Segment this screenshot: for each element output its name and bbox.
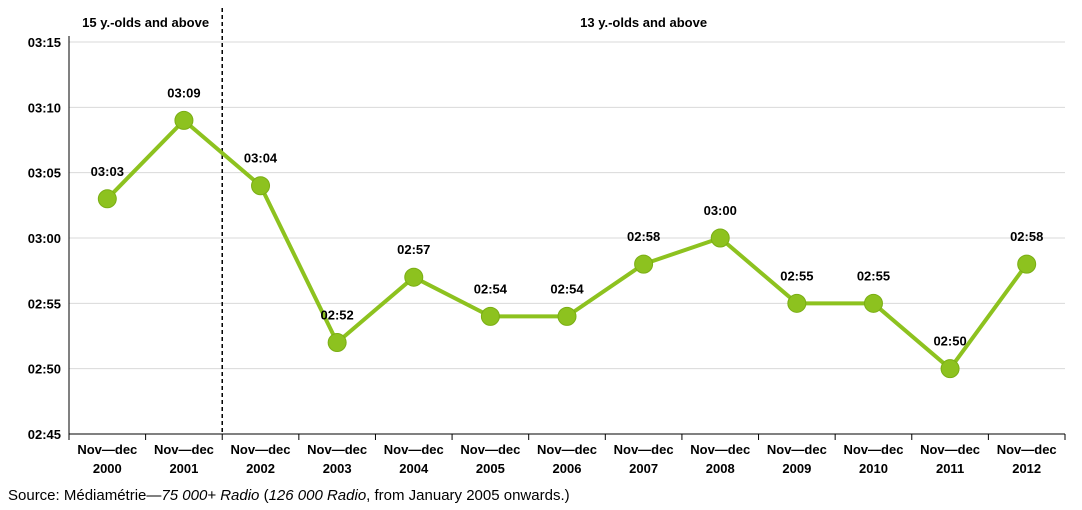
y-tick-label: 02:45 bbox=[28, 427, 61, 442]
segment-label: 13 y.-olds and above bbox=[580, 15, 707, 30]
x-tick-label: Nov—dec bbox=[614, 442, 674, 457]
data-label: 02:58 bbox=[627, 229, 660, 244]
x-tick-label: 2000 bbox=[93, 461, 122, 476]
source-italic-2: 126 000 Radio bbox=[268, 487, 367, 504]
data-label: 03:04 bbox=[244, 151, 278, 166]
x-tick-label: 2002 bbox=[246, 461, 275, 476]
x-tick-label: 2011 bbox=[936, 461, 964, 476]
data-point bbox=[634, 254, 654, 274]
data-point bbox=[787, 293, 807, 313]
x-tick-label: Nov—dec bbox=[231, 442, 291, 457]
data-point bbox=[480, 306, 500, 326]
data-label: 02:54 bbox=[474, 281, 508, 296]
data-point bbox=[710, 228, 730, 248]
data-label: 02:52 bbox=[321, 308, 354, 323]
data-label: 03:00 bbox=[704, 203, 737, 218]
source-note: Source: Médiamétrie—75 000+ Radio (126 0… bbox=[8, 487, 570, 504]
data-label: 03:03 bbox=[91, 164, 124, 179]
data-point bbox=[251, 176, 271, 196]
data-point bbox=[940, 359, 960, 379]
x-tick-label: 2009 bbox=[782, 461, 811, 476]
x-tick-label: 2012 bbox=[1012, 461, 1041, 476]
data-label: 02:57 bbox=[397, 242, 430, 257]
source-italic-1: 75 000+ Radio bbox=[161, 487, 260, 504]
chart-area: 02:45 02:50 02:55 03:00 03:05 03:10 03:15 Nov—d… bbox=[28, 8, 1066, 476]
y-tick-label: 02:50 bbox=[28, 362, 61, 377]
data-point bbox=[174, 110, 194, 130]
data-point bbox=[557, 306, 577, 326]
x-tick-label: 2003 bbox=[323, 461, 352, 476]
y-tick-label: 03:05 bbox=[28, 166, 61, 181]
segment-label: 15 y.-olds and above bbox=[82, 15, 209, 30]
data-point bbox=[97, 189, 117, 209]
data-point bbox=[327, 333, 347, 353]
x-tick-label: 2004 bbox=[399, 461, 429, 476]
x-tick-label: Nov—dec bbox=[920, 442, 980, 457]
x-tick-label: Nov—dec bbox=[997, 442, 1057, 457]
x-tick-label: 2010 bbox=[859, 461, 888, 476]
x-tick-label: Nov—dec bbox=[307, 442, 367, 457]
x-tick-label: Nov—dec bbox=[767, 442, 827, 457]
y-tick-label: 03:10 bbox=[28, 100, 61, 115]
source-middle: ( bbox=[259, 487, 269, 504]
source-suffix: , from January 2005 onwards.) bbox=[366, 487, 570, 504]
y-tick-label: 03:00 bbox=[28, 231, 61, 246]
x-tick-label: 2006 bbox=[553, 461, 582, 476]
x-tick-label: Nov—dec bbox=[690, 442, 750, 457]
data-label: 02:55 bbox=[857, 268, 890, 283]
source-prefix: Source: Médiamétrie— bbox=[8, 487, 162, 504]
x-tick-label: 2001 bbox=[169, 461, 198, 476]
line-chart: 02:45 02:50 02:55 03:00 03:05 03:10 03:15 Nov—d… bbox=[28, 8, 1066, 476]
x-tick-label: Nov—dec bbox=[384, 442, 444, 457]
x-tick-label: 2007 bbox=[629, 461, 658, 476]
x-tick-label: 2008 bbox=[706, 461, 735, 476]
x-tick-label: Nov—dec bbox=[537, 442, 597, 457]
y-tick-label: 03:15 bbox=[28, 35, 61, 50]
data-point bbox=[404, 267, 424, 287]
x-tick-label: Nov—dec bbox=[77, 442, 137, 457]
data-point bbox=[1017, 254, 1037, 274]
data-label: 02:58 bbox=[1010, 229, 1043, 244]
data-point bbox=[863, 293, 883, 313]
y-tick-label: 02:55 bbox=[28, 296, 61, 311]
x-tick-label: Nov—dec bbox=[460, 442, 520, 457]
data-label: 02:54 bbox=[550, 281, 584, 296]
data-label: 02:55 bbox=[780, 268, 813, 283]
data-label: 03:09 bbox=[167, 85, 200, 100]
x-tick-label: 2005 bbox=[476, 461, 505, 476]
x-tick-label: Nov—dec bbox=[154, 442, 214, 457]
data-label: 02:50 bbox=[933, 334, 966, 349]
x-tick-label: Nov—dec bbox=[843, 442, 903, 457]
